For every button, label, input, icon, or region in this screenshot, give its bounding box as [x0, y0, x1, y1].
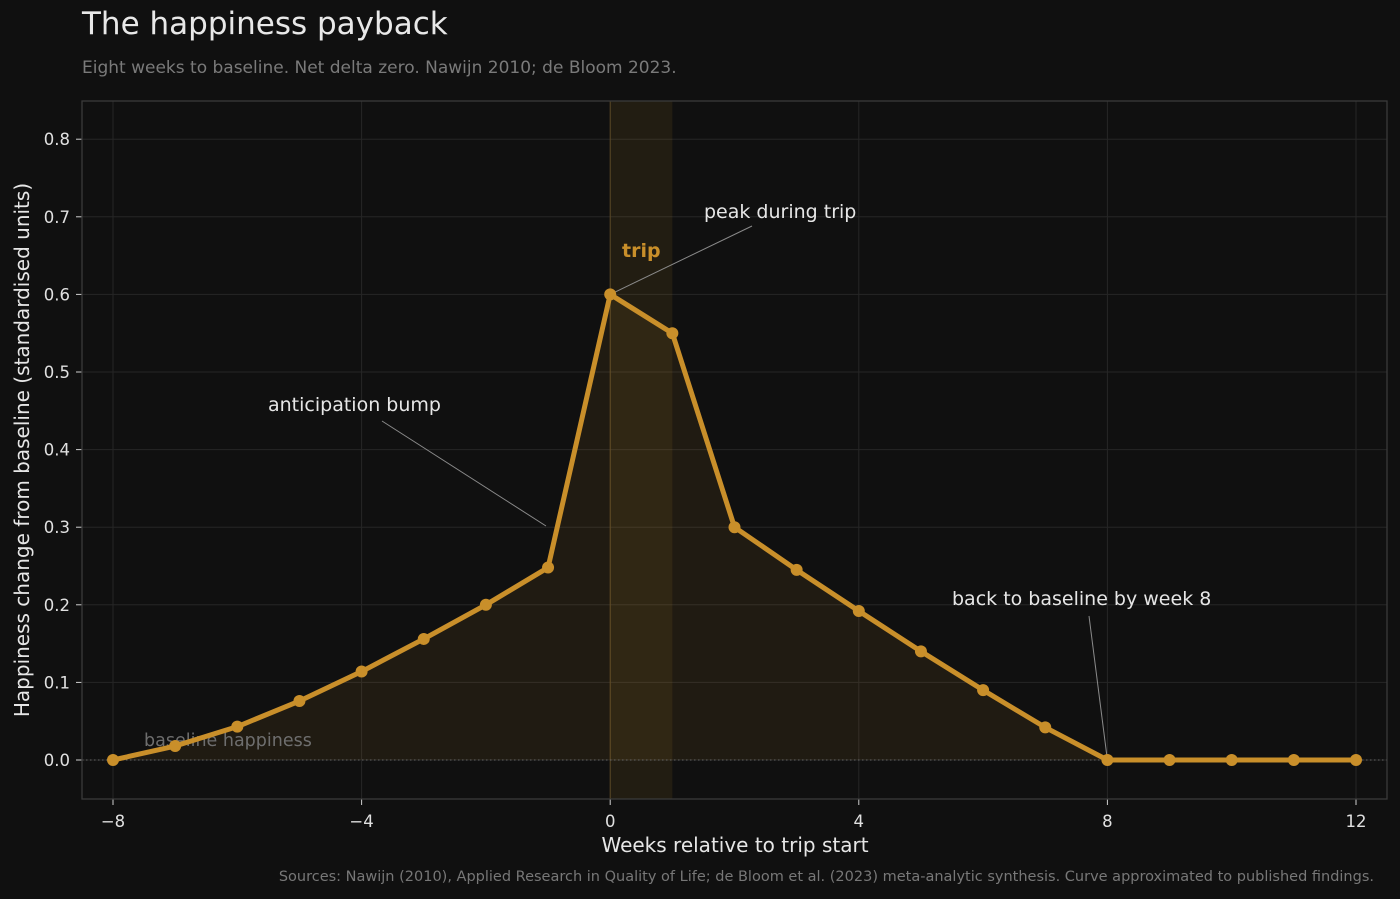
data-point — [1225, 754, 1238, 766]
x-tick-label: 0 — [605, 812, 616, 831]
data-point — [914, 645, 927, 658]
data-point — [542, 561, 555, 574]
data-point — [728, 521, 741, 534]
annotation-arrow — [1088, 615, 1108, 761]
y-tick-label: 0.4 — [44, 441, 70, 460]
y-tick-label: 0.3 — [44, 518, 70, 537]
y-axis-title: Happiness change from baseline (standard… — [10, 183, 34, 717]
point-layer — [107, 288, 1362, 766]
y-tick-label: 0.2 — [44, 596, 70, 615]
x-tick-label: 4 — [854, 812, 865, 831]
x-tick-label: −4 — [349, 812, 373, 831]
y-tick-label: 0.5 — [44, 363, 70, 382]
data-point — [1039, 721, 1052, 734]
plot-frame — [81, 100, 1388, 800]
y-tick-label: 0.8 — [44, 130, 70, 149]
source-note: Sources: Nawijn (2010), Applied Research… — [278, 869, 1374, 885]
y-tick-label: 0.7 — [44, 208, 70, 227]
data-point — [107, 754, 119, 766]
data-point — [604, 288, 617, 301]
data-point — [293, 695, 306, 708]
data-point — [1101, 754, 1114, 766]
baseline-label: baseline happiness — [144, 731, 312, 751]
x-tick-label: 12 — [1346, 812, 1367, 831]
chart-title: The happiness payback — [82, 6, 448, 42]
annotation-label: anticipation bump — [268, 394, 441, 416]
data-point — [1163, 754, 1176, 766]
annotation-arrow — [381, 420, 547, 527]
x-tick-label: 8 — [1102, 812, 1113, 831]
x-axis-title: Weeks relative to trip start — [601, 833, 868, 857]
annotation-layer: peak during trip anticipation bump back to… — [268, 201, 1211, 761]
data-point — [479, 598, 492, 611]
data-point — [1350, 754, 1362, 766]
chart-subtitle: Eight weeks to baseline. Net delta zero.… — [82, 58, 677, 78]
data-point — [666, 327, 679, 340]
trip-band-label: trip — [622, 240, 661, 262]
annotation-label: back to baseline by week 8 — [952, 588, 1211, 610]
data-point — [977, 684, 990, 697]
trip-band — [610, 101, 673, 799]
data-point — [417, 632, 430, 645]
trip-band-layer: trip — [609, 101, 673, 799]
data-point — [790, 563, 803, 576]
data-point — [355, 665, 368, 678]
y-tick-label: 0.6 — [44, 285, 70, 304]
y-tick-label: 0.1 — [44, 673, 70, 692]
data-point — [1287, 754, 1300, 766]
data-point — [169, 740, 182, 753]
x-tick-label: −8 — [101, 812, 125, 831]
y-tick-layer: 0.0 0.1 0.2 0.3 0.4 0.5 0.6 0.7 0.8 — [44, 130, 82, 770]
annotation-label: peak during trip — [704, 201, 856, 223]
data-point — [852, 605, 865, 618]
data-point — [231, 720, 244, 733]
annotation-arrow — [609, 225, 753, 295]
x-tick-layer: −8 −4 0 4 8 12 — [101, 799, 1367, 831]
y-tick-label: 0.0 — [44, 751, 70, 770]
